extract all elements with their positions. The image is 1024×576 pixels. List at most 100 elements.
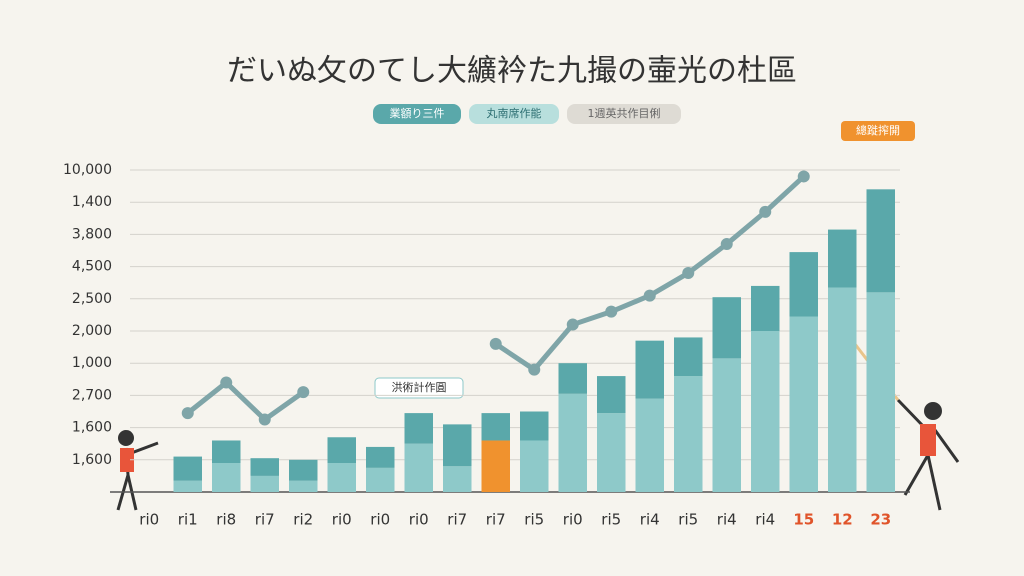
line-point (797, 170, 810, 183)
legend: 業額り三件 丸南席作能 1週英共作目俐 (373, 104, 681, 124)
x-tick-label: ri4 (755, 511, 775, 529)
x-tick-label: ri7 (486, 511, 506, 529)
x-tick-label: ri5 (678, 511, 698, 529)
bar-segment (789, 252, 818, 317)
bar-segment (751, 285, 780, 331)
shirt (120, 448, 134, 472)
line-point (489, 337, 502, 350)
shirt (920, 424, 936, 456)
y-tick-label: 1,400 (72, 194, 112, 210)
bar-segment (404, 413, 433, 444)
y-tick-label: 3,800 (72, 226, 112, 242)
bar-segment (443, 424, 472, 467)
bar-segment (866, 292, 895, 492)
bar-segment (250, 475, 279, 492)
bar-segment (597, 376, 626, 414)
y-tick-label: 4,500 (72, 259, 112, 275)
bar-segment (674, 337, 703, 377)
bar-segment (751, 331, 780, 492)
x-tick-label: ri0 (370, 511, 390, 529)
bar-segment (712, 297, 741, 359)
line-point (297, 386, 310, 399)
legend-label: 1週英共作目俐 (588, 106, 661, 120)
line-point (566, 318, 579, 331)
y-tick-label: 1,600 (72, 420, 112, 436)
annotation-text: 洪術計作圓 (392, 380, 447, 394)
legend-pill (373, 104, 461, 124)
x-tick-label: ri7 (447, 511, 467, 529)
bar-segment (828, 287, 857, 492)
x-tick-label: ri0 (332, 511, 352, 529)
y-tick-label: 1,600 (72, 452, 112, 468)
x-tick-label: ri4 (717, 511, 737, 529)
line-series (186, 174, 806, 423)
y-tick-label: 1,000 (72, 355, 112, 371)
bar-segment (212, 463, 241, 492)
callout-box (374, 377, 464, 399)
bar-segment (404, 443, 433, 492)
line-point (605, 305, 618, 318)
x-tick-label: ri7 (255, 511, 275, 529)
line-point (258, 413, 271, 426)
annotation-text: 總蹝搾開 (856, 123, 900, 137)
bar-segment (289, 459, 318, 481)
head (118, 430, 134, 446)
bar-segment (366, 467, 395, 492)
y-tick-label: 2,500 (72, 291, 112, 307)
legend-label: 丸南席作能 (487, 106, 542, 120)
bar-segment (212, 440, 241, 464)
x-tick-label: 15 (793, 511, 814, 529)
y-tick-label: 2,000 (72, 323, 112, 339)
line-point (528, 363, 541, 376)
x-tick-label: ri8 (216, 511, 236, 529)
x-tick-label: ri5 (601, 511, 621, 529)
x-tick-label: 23 (870, 511, 891, 529)
bar-segment (597, 413, 626, 492)
bar-segment (828, 229, 857, 288)
x-tick-label: ri0 (563, 511, 583, 529)
line-point (643, 289, 656, 302)
legend-pill (567, 104, 681, 124)
bar-segment (558, 363, 587, 394)
bar-segment (712, 358, 741, 492)
legend-pill (469, 104, 559, 124)
annotation-1: 洪術計作圓 (374, 377, 464, 399)
body (896, 398, 960, 511)
person-left (116, 430, 159, 511)
chart-title: だいぬ攵のてし大纊衿た九撮の壷光の杜區 (227, 54, 797, 89)
line-point (720, 238, 733, 251)
bar-segment (173, 480, 202, 492)
x-tick-label: ri2 (293, 511, 313, 529)
line-point (181, 407, 194, 420)
x-tick-label: ri0 (139, 511, 159, 529)
bar-segment (327, 437, 356, 464)
person-right (846, 334, 960, 511)
bar-segment (866, 189, 895, 293)
bar-segment (481, 413, 510, 441)
bar-segment (250, 458, 279, 476)
bar-segment (443, 466, 472, 492)
bar-segment (558, 393, 587, 492)
bar-segment (481, 440, 510, 492)
y-tick-label: 2,700 (72, 387, 112, 403)
bar-segment (635, 398, 664, 492)
bar-segment (366, 446, 395, 468)
line-point (220, 376, 233, 389)
annotation-2: 總蹝搾開 (841, 121, 915, 141)
x-tick-label: ri4 (640, 511, 660, 529)
x-tick-label: 12 (832, 511, 853, 529)
x-tick-label: ri1 (178, 511, 198, 529)
line-point (759, 205, 772, 218)
x-tick-label: ri0 (409, 511, 429, 529)
bar-segment (520, 440, 549, 492)
bar-segment (674, 376, 703, 492)
y-tick-label: 10,000 (63, 162, 112, 178)
line-point (682, 267, 695, 280)
bar-segment (289, 480, 318, 492)
bar-segment (635, 340, 664, 399)
bar-segment (520, 411, 549, 441)
bar-segment (789, 316, 818, 492)
legend-label: 業額り三件 (390, 107, 445, 120)
head (924, 402, 942, 420)
